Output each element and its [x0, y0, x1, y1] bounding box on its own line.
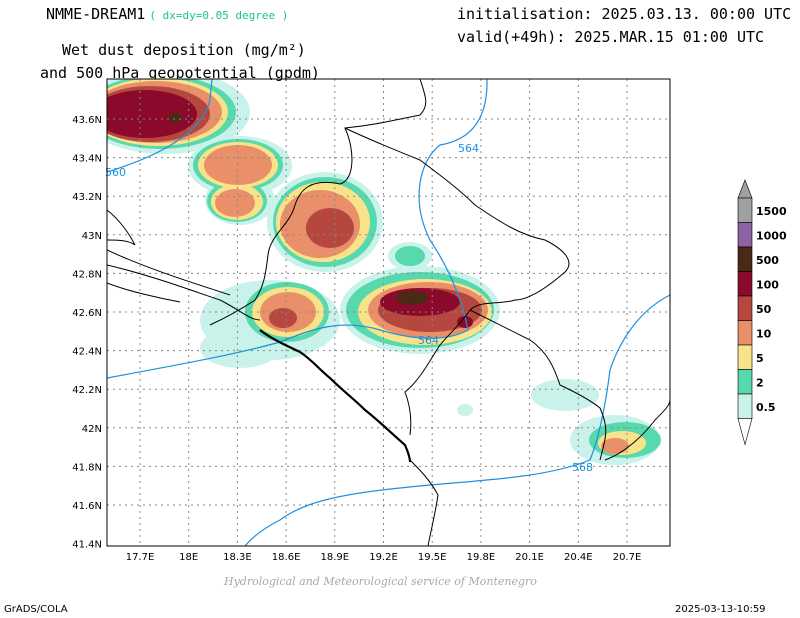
border-west	[107, 209, 136, 246]
coast-islands	[107, 282, 181, 303]
legend-swatch	[737, 393, 753, 419]
border-kosovo-macedonia	[469, 309, 607, 461]
geopotential-contours	[107, 79, 670, 546]
lat-tick-label: 43.4N	[72, 154, 102, 165]
lon-tick-label: 18.9E	[321, 552, 350, 563]
legend-level-label: 1500	[756, 205, 787, 218]
lat-tick-label: 42.8N	[72, 269, 102, 280]
lat-tick-label: 41.4N	[72, 540, 102, 551]
lon-tick-label: 20.1E	[515, 552, 544, 563]
lon-tick-label: 20.4E	[564, 552, 593, 563]
field-title-line2: and 500 hPa geopotential (gpdm)	[40, 64, 320, 82]
legend-level-label: 0.5	[756, 401, 776, 414]
legend-swatch	[737, 246, 753, 272]
legend-swatch	[737, 271, 753, 297]
lat-tick-label: 41.6N	[72, 501, 102, 512]
country-borders	[107, 79, 670, 546]
lon-tick-label: 18.6E	[272, 552, 301, 563]
model-title: NMME-DREAM1( dx=dy=0.05 degree )	[46, 5, 288, 23]
coast-dalmatia	[107, 249, 231, 296]
map-frame	[106, 78, 671, 547]
contour-label-564-north: 564	[458, 142, 479, 155]
coastline-montenegro	[259, 329, 412, 463]
lon-tick-label: 19.2E	[369, 552, 398, 563]
resolution-label: ( dx=dy=0.05 degree )	[149, 9, 289, 22]
legend-level-label: 1000	[756, 230, 787, 243]
contour-560	[107, 79, 213, 173]
lon-tick-label: 20.7E	[613, 552, 642, 563]
dust-deposition-field	[107, 79, 661, 465]
contour-568	[244, 294, 670, 546]
contour-label-560: 560	[105, 166, 126, 179]
graticule	[107, 79, 670, 546]
border-serbia	[344, 127, 570, 311]
lat-tick-label: 43.2N	[72, 192, 102, 203]
lat-tick-label: 42.4N	[72, 347, 102, 358]
color-legend: 1500 1000 500 100 50 10 5 2 0.5	[737, 179, 787, 446]
lat-tick-label: 43N	[82, 231, 102, 242]
lon-tick-label: 19.5E	[418, 552, 447, 563]
lon-tick-label: 19.8E	[467, 552, 496, 563]
lat-tick-label: 43.6N	[72, 115, 102, 126]
lat-tick-label: 42.6N	[72, 308, 102, 319]
legend-swatch	[737, 222, 753, 248]
contour-564	[107, 79, 488, 379]
latitude-labels: 43.6N 43.4N 43.2N 43N 42.8N 42.6N 42.4N 42.2N 42…	[72, 115, 102, 551]
legend-swatch	[737, 369, 753, 395]
longitude-labels: 17.7E 18E 18.3E 18.6E 18.9E 19.2E 19.5E 19.8E 20…	[126, 552, 642, 563]
legend-level-label: 2	[756, 377, 764, 390]
lon-tick-label: 18.3E	[223, 552, 252, 563]
legend-swatch	[737, 320, 753, 346]
contour-label-564-south: 564	[418, 334, 439, 347]
border-east	[604, 399, 670, 461]
legend-level-label: 500	[756, 254, 779, 267]
lat-tick-label: 41.8N	[72, 462, 102, 473]
field-title-line1: Wet dust deposition (mg/m²)	[62, 41, 306, 59]
agency-credit: Hydrological and Meteorological service …	[224, 575, 537, 588]
border-albania-north	[404, 309, 471, 436]
legend-arrow-bottom	[737, 418, 753, 446]
legend-arrow-top	[737, 179, 753, 199]
software-credit: GrADS/COLA	[4, 604, 68, 615]
valid-time: valid(+49h): 2025.MAR.15 01:00 UTC	[457, 28, 765, 46]
lon-tick-label: 18E	[179, 552, 198, 563]
legend-level-label: 50	[756, 303, 772, 316]
model-name: NMME-DREAM1	[46, 5, 146, 23]
render-timestamp: 2025-03-13-10:59	[675, 604, 766, 615]
lon-tick-label: 17.7E	[126, 552, 155, 563]
lat-tick-label: 42N	[82, 424, 102, 435]
legend-level-label: 5	[756, 352, 764, 365]
legend-swatch	[737, 197, 753, 223]
legend-level-label: 10	[756, 328, 772, 341]
legend-swatch	[737, 344, 753, 370]
contour-label-568: 568	[572, 461, 593, 474]
legend-swatch	[737, 295, 753, 321]
border-bih	[209, 79, 427, 326]
initialisation-time: initialisation: 2025.03.13. 00:00 UTC	[457, 5, 792, 23]
legend-level-label: 100	[756, 279, 779, 292]
border-albania-south	[409, 459, 439, 546]
contour-labels: 560 564 564 568	[105, 142, 593, 474]
border-croatia	[107, 264, 261, 321]
lat-tick-label: 42.2N	[72, 385, 102, 396]
